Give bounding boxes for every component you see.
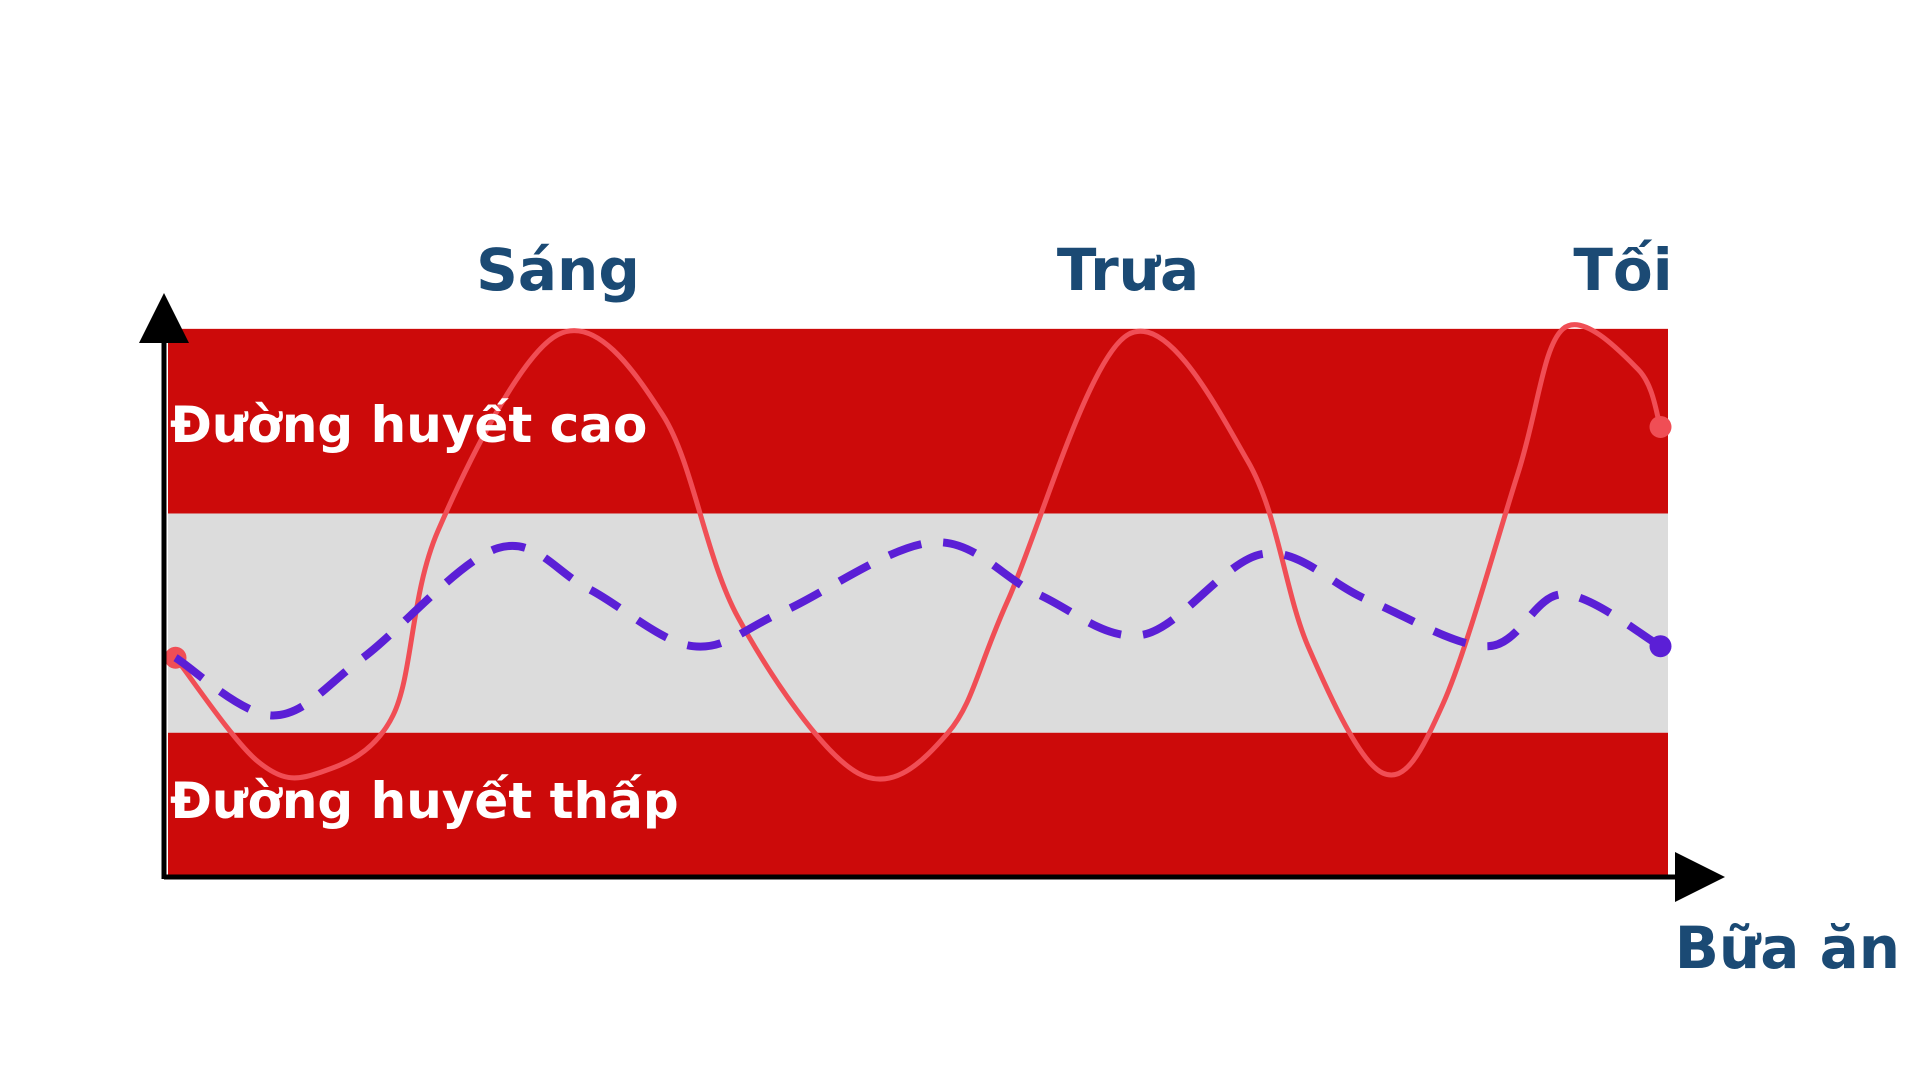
zones-layer — [168, 328, 1668, 877]
zone-band-1 — [168, 513, 1668, 733]
series-line-dashed — [173, 538, 1663, 720]
zone-label-2: Đường huyết thấp — [170, 772, 679, 830]
series-dashed-endpoint-end — [1649, 635, 1672, 658]
zone-label-0: Đường huyết cao — [170, 396, 647, 454]
zone-band-0 — [168, 328, 1668, 514]
meal-label-2: Tối — [1573, 236, 1672, 304]
meal-label-0: Sáng — [476, 236, 640, 304]
meal-label-1: Trưa — [1057, 236, 1199, 304]
x-axis-label: Bữa ăn — [1675, 914, 1900, 982]
series-solid-endpoint-end — [1649, 415, 1672, 438]
labels-layer: Sáng Trưa Tối Đường huyết cao Đường huyết th… — [170, 236, 1900, 982]
series-layer — [164, 322, 1672, 782]
axes-layer — [139, 293, 1725, 902]
series-line-solid — [173, 322, 1663, 782]
